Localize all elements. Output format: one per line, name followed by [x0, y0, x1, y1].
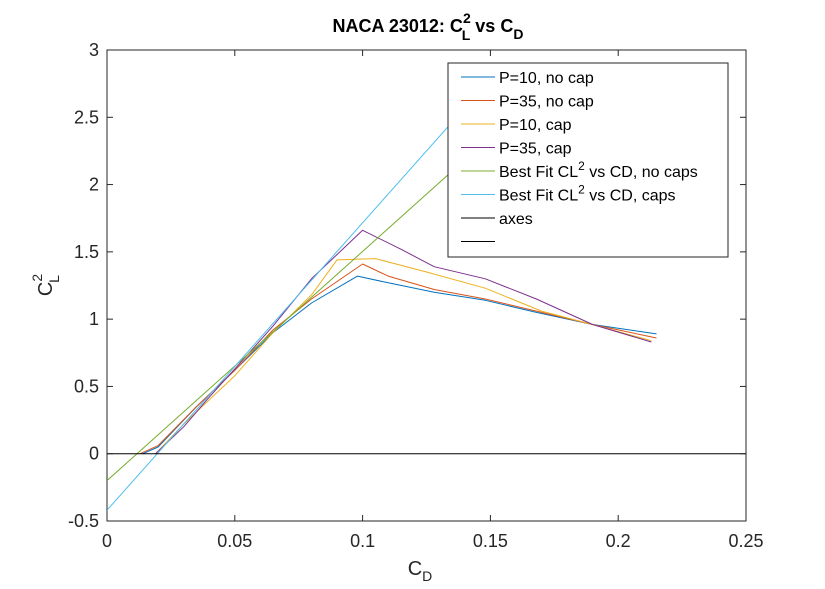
series-layer: [107, 107, 746, 511]
chart-title: NACA 23012: C2 L vs CD: [333, 10, 524, 43]
y-tick-label: 2.5: [74, 107, 99, 127]
legend-box: [447, 62, 729, 258]
x-tick-label: 0.2: [606, 531, 631, 551]
y-tick-label: 1.5: [74, 242, 99, 262]
series-line-1: [139, 263, 657, 455]
y-tick-label: -0.5: [68, 511, 99, 531]
x-tick-label: 0.25: [728, 531, 763, 551]
x-tick-label: 0: [102, 531, 112, 551]
series-line-3: [155, 229, 652, 455]
series-line-4: [107, 164, 461, 481]
legend-label: P=10, cap: [499, 117, 572, 134]
series-line-2: [155, 258, 652, 455]
legend-label: axes: [499, 211, 533, 228]
legend: P=10, no cap P=35, no cap P=10, cap P=35, c…: [447, 62, 729, 258]
y-tick-label: 1: [89, 309, 99, 329]
x-axis-label: CD: [408, 558, 433, 584]
legend-label: Best Fit CL2 vs CD, caps: [499, 183, 676, 205]
y-tick-label: 3: [89, 40, 99, 60]
ticks-layer: 0 0.05 0.1 0.15 0.2 0.25-0.500.511.522.53: [68, 40, 764, 551]
y-tick-label: 0.5: [74, 376, 99, 396]
legend-label: Best Fit CL2 vs CD, no caps: [499, 159, 698, 181]
x-tick-label: 0.05: [217, 531, 252, 551]
legend-label: P=35, no cap: [499, 94, 594, 111]
x-tick-label: 0.15: [473, 531, 508, 551]
series-line-5: [107, 107, 466, 511]
y-tick-label: 2: [89, 175, 99, 195]
legend-label: P=10, no cap: [499, 70, 594, 87]
legend-label: P=35, cap: [499, 141, 572, 158]
y-tick-label: 0: [89, 444, 99, 464]
y-axis-label: C2L: [29, 274, 62, 296]
x-tick-label: 0.1: [350, 531, 375, 551]
